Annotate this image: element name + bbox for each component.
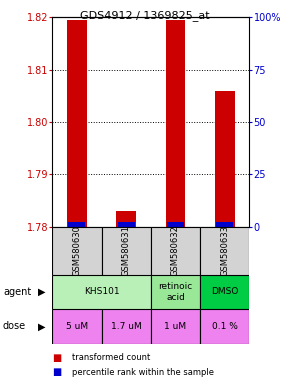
Text: transformed count: transformed count	[72, 353, 151, 362]
Text: ■: ■	[52, 353, 61, 363]
Bar	[151, 275, 200, 309]
Bar	[52, 227, 102, 275]
Text: GSM580632: GSM580632	[171, 225, 180, 276]
Bar	[52, 309, 102, 344]
Text: ▶: ▶	[38, 321, 46, 331]
Bar	[116, 211, 136, 227]
Text: retinoic
acid: retinoic acid	[158, 282, 193, 301]
Text: GDS4912 / 1369825_at: GDS4912 / 1369825_at	[80, 10, 210, 20]
Bar	[151, 309, 200, 344]
Text: dose: dose	[3, 321, 26, 331]
Text: DMSO: DMSO	[211, 287, 238, 296]
Bar	[166, 20, 185, 227]
Text: GSM580630: GSM580630	[72, 225, 81, 276]
Text: agent: agent	[3, 287, 31, 297]
Text: 1.7 uM: 1.7 uM	[111, 322, 142, 331]
Bar	[102, 309, 151, 344]
Text: GSM580631: GSM580631	[122, 225, 131, 276]
Bar	[67, 20, 87, 227]
Bar	[167, 222, 184, 227]
Bar	[215, 91, 235, 227]
Bar	[200, 309, 249, 344]
Text: 1 uM: 1 uM	[164, 322, 186, 331]
Text: KHS101: KHS101	[84, 287, 119, 296]
Bar	[102, 227, 151, 275]
Bar	[52, 275, 151, 309]
Bar	[118, 222, 135, 227]
Text: 0.1 %: 0.1 %	[212, 322, 238, 331]
Bar	[68, 222, 85, 227]
Text: percentile rank within the sample: percentile rank within the sample	[72, 368, 215, 377]
Text: 5 uM: 5 uM	[66, 322, 88, 331]
Bar	[200, 227, 249, 275]
Text: ▶: ▶	[38, 287, 46, 297]
Text: GSM580633: GSM580633	[220, 225, 229, 276]
Bar	[200, 275, 249, 309]
Bar	[151, 227, 200, 275]
Text: ■: ■	[52, 367, 61, 377]
Bar	[216, 222, 233, 227]
